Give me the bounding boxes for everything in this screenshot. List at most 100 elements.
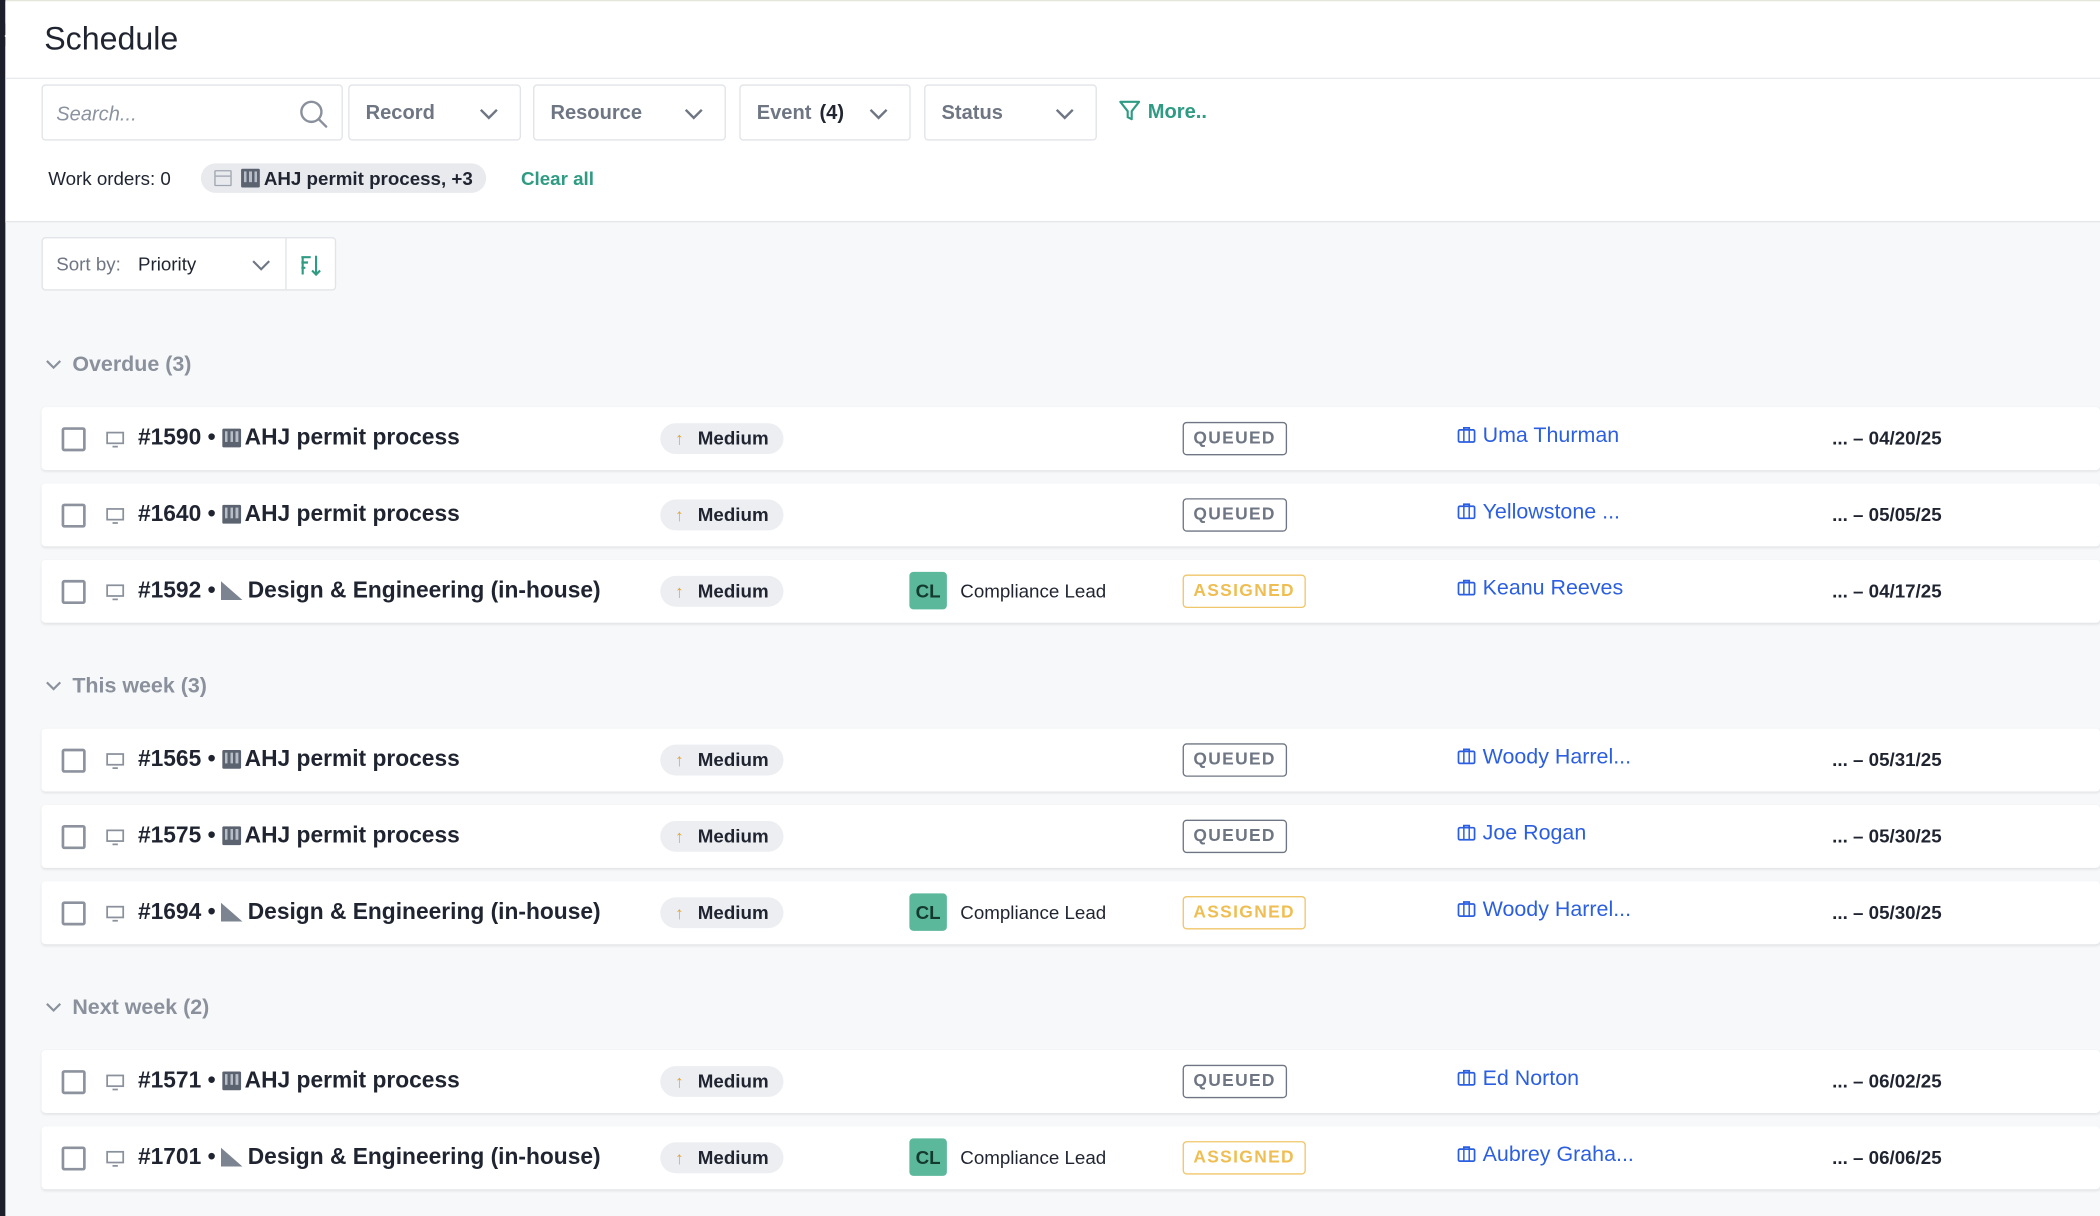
event-filter-label: Event — [756, 101, 812, 125]
arrow-up-icon: ↑ — [675, 750, 684, 771]
row-id: #1694 • — [137, 898, 216, 925]
row-checkbox[interactable] — [61, 748, 86, 773]
event-filter[interactable]: Event (4) — [739, 84, 911, 141]
row-checkbox[interactable] — [61, 579, 86, 605]
table-row[interactable]: #1694 • Design & Engineering (in-house) ↑… — [41, 881, 2100, 945]
priority-label: Medium — [697, 1146, 769, 1168]
row-checkbox[interactable] — [61, 503, 86, 528]
row-id: #1571 • — [137, 1067, 216, 1093]
row-id: #1575 • — [137, 822, 216, 848]
arrow-up-icon: ↑ — [675, 1147, 684, 1168]
monitor-icon — [106, 1074, 125, 1091]
row-title[interactable]: #1701 • Design & Engineering (in-house) — [138, 1144, 601, 1171]
page-title: Schedule — [44, 21, 179, 58]
due-date: ... – 05/30/25 — [1832, 901, 1942, 923]
monitor-icon — [106, 431, 125, 448]
group-header-this-week[interactable]: This week (3) — [46, 675, 207, 699]
more-filters-label: More.. — [1147, 100, 1207, 124]
sort-value[interactable]: Priority — [137, 253, 197, 275]
sort-label: Sort by: — [56, 253, 121, 275]
assignee-link[interactable]: Woody Harrel... — [1457, 899, 1631, 923]
group-header-next-week[interactable]: Next week (2) — [46, 996, 210, 1020]
due-date: ... – 06/06/25 — [1832, 1146, 1942, 1168]
arrow-up-icon: ↑ — [675, 504, 684, 526]
row-id: #1640 • — [137, 500, 216, 527]
table-row[interactable]: #1575 • AHJ permit process ↑ Medium QUEUE… — [41, 804, 2100, 868]
row-title-text: Design & Engineering (in-house) — [247, 577, 601, 603]
row-title[interactable]: #1640 • AHJ permit process — [138, 501, 460, 528]
active-filter-chip[interactable]: AHJ permit process, +3 — [200, 163, 487, 193]
row-id: #1701 • — [137, 1143, 216, 1170]
building-icon — [221, 826, 241, 846]
status-badge: ASSIGNED — [1182, 895, 1306, 930]
row-title[interactable]: #1694 • Design & Engineering (in-house) — [138, 899, 601, 926]
due-date: ... – 05/30/25 — [1832, 825, 1942, 847]
chevron-down-icon — [684, 108, 703, 120]
due-date: ... – 04/17/25 — [1832, 579, 1942, 602]
table-row[interactable]: #1640 • AHJ permit process ↑ Medium QUEUE… — [41, 483, 2100, 547]
table-row[interactable]: #1565 • AHJ permit process ↑ Medium QUEUE… — [41, 728, 2100, 792]
building-icon — [221, 1071, 241, 1091]
assignee-link[interactable]: Keanu Reeves — [1457, 577, 1623, 601]
search-input[interactable] — [56, 99, 284, 129]
table-row[interactable]: #1590 • AHJ permit process ↑ Medium QUEUE… — [41, 407, 2100, 471]
work-orders-count: Work orders: 0 — [48, 167, 171, 189]
row-checkbox[interactable] — [61, 1146, 86, 1171]
priority-label: Medium — [697, 427, 769, 449]
assignee-link[interactable]: Yellowstone ... — [1457, 501, 1620, 525]
row-id: #1565 • — [137, 745, 216, 772]
more-filters-button[interactable]: More.. — [1118, 99, 1207, 123]
sort-control[interactable]: Sort by: Priority — [41, 237, 337, 291]
building-icon — [221, 504, 241, 524]
arrow-up-icon: ↑ — [675, 581, 684, 602]
building-icon — [221, 750, 241, 769]
table-row[interactable]: #1592 • Design & Engineering (in-house) ↑… — [41, 559, 2100, 623]
search-box[interactable] — [41, 84, 343, 141]
chevron-down-icon — [869, 108, 888, 120]
status-filter[interactable]: Status — [924, 84, 1097, 141]
row-checkbox[interactable] — [61, 901, 86, 926]
table-row[interactable]: #1571 • AHJ permit process ↑ Medium QUEUE… — [41, 1050, 2100, 1113]
group-title: This week (3) — [72, 675, 207, 698]
assignee-name: Uma Thurman — [1482, 424, 1620, 448]
assignee-link[interactable]: Joe Rogan — [1457, 822, 1586, 846]
assignee-name: Joe Rogan — [1482, 822, 1587, 846]
assignee-link[interactable]: Ed Norton — [1457, 1067, 1579, 1091]
resource-filter[interactable]: Resource — [533, 84, 726, 141]
role-avatar: CL — [909, 1138, 947, 1176]
row-title[interactable]: #1571 • AHJ permit process — [138, 1067, 460, 1094]
assignee-link[interactable]: Woody Harrel... — [1457, 746, 1631, 770]
clear-all-link[interactable]: Clear all — [520, 167, 594, 189]
briefcase-icon — [1457, 748, 1476, 765]
triangular-ruler-icon — [220, 1147, 243, 1167]
row-title-text: AHJ permit process — [244, 822, 460, 848]
priority-label: Medium — [697, 579, 769, 602]
row-checkbox[interactable] — [61, 825, 86, 850]
assignee-link[interactable]: Aubrey Graha... — [1457, 1144, 1634, 1168]
arrow-up-icon: ↑ — [675, 826, 684, 847]
arrow-up-icon: ↑ — [675, 1071, 684, 1092]
row-checkbox[interactable] — [61, 427, 86, 452]
role-label: Compliance Lead — [960, 1146, 1107, 1168]
priority-label: Medium — [697, 901, 769, 923]
building-icon — [221, 428, 241, 448]
sort-direction-icon[interactable] — [297, 252, 324, 279]
table-row[interactable]: #1701 • Design & Engineering (in-house) ↑… — [41, 1126, 2100, 1190]
triangular-ruler-icon — [220, 581, 243, 601]
search-icon[interactable] — [297, 98, 329, 130]
record-filter[interactable]: Record — [348, 84, 521, 141]
briefcase-icon — [1457, 1069, 1476, 1086]
row-title[interactable]: #1565 • AHJ permit process — [138, 746, 460, 773]
row-id: #1590 • — [137, 424, 216, 451]
row-title[interactable]: #1592 • Design & Engineering (in-house) — [138, 577, 601, 604]
row-title[interactable]: #1575 • AHJ permit process — [138, 822, 460, 849]
priority-label: Medium — [697, 748, 769, 771]
due-date: ... – 06/02/25 — [1832, 1070, 1942, 1092]
priority-badge: ↑ Medium — [660, 423, 784, 455]
arrow-up-icon: ↑ — [675, 428, 684, 449]
row-title[interactable]: #1590 • AHJ permit process — [138, 425, 460, 452]
monitor-icon — [106, 1150, 125, 1167]
row-checkbox[interactable] — [61, 1070, 86, 1095]
assignee-link[interactable]: Uma Thurman — [1457, 425, 1619, 449]
group-header-overdue[interactable]: Overdue (3) — [46, 354, 191, 378]
